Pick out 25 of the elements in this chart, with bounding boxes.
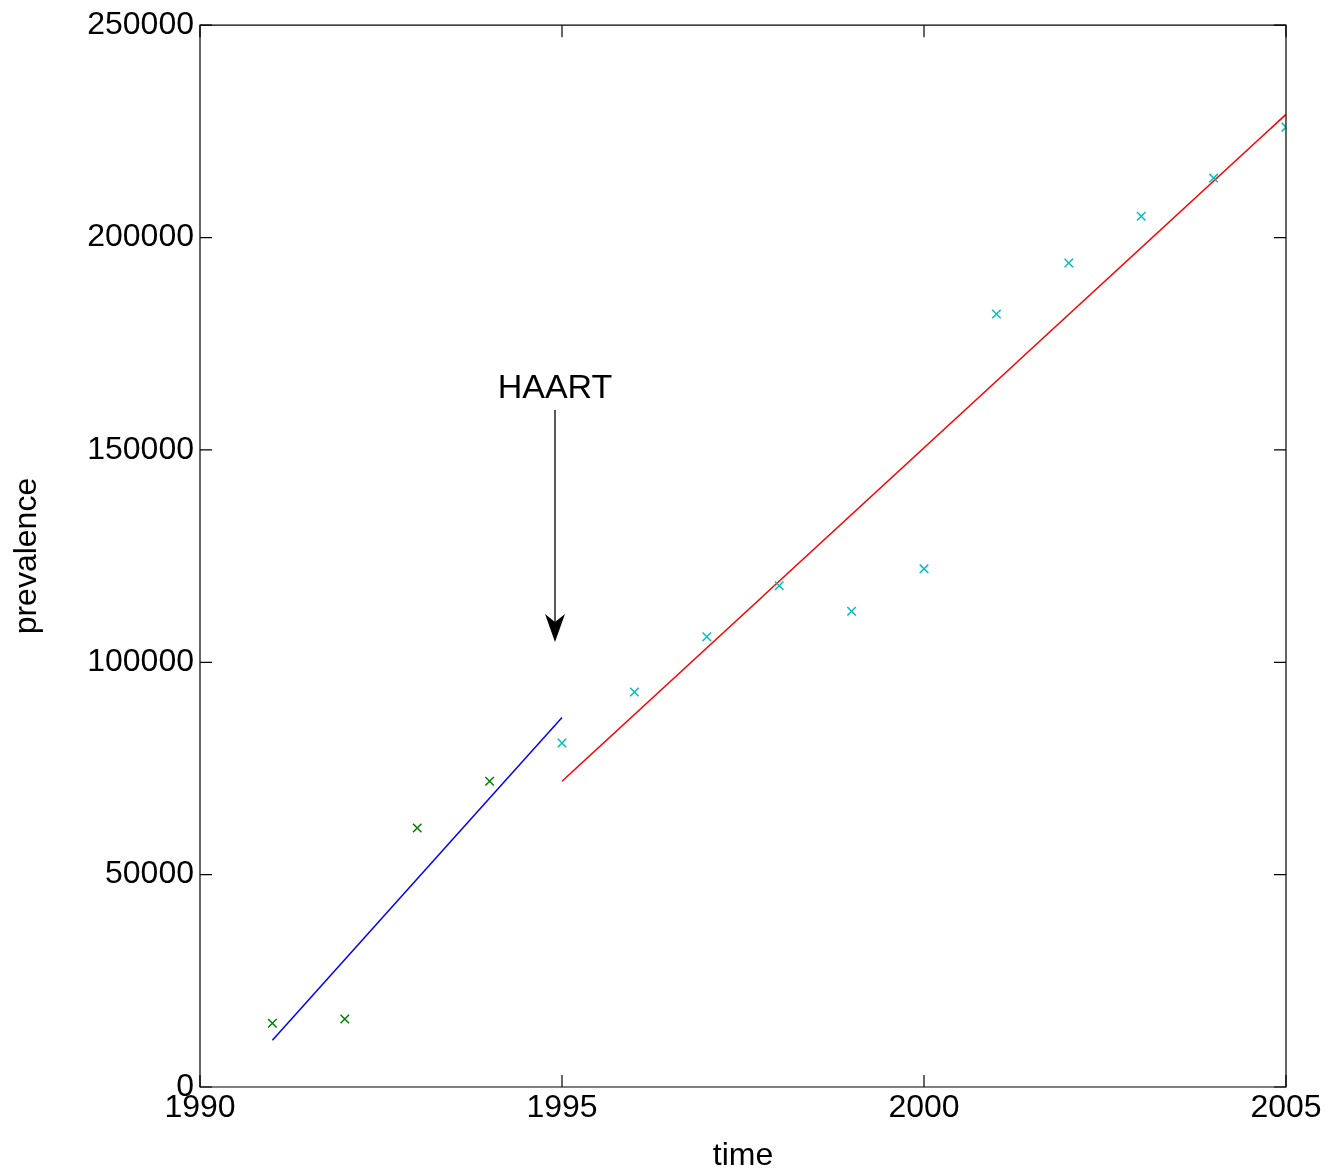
x-axis-title: time [712, 1135, 774, 1172]
point [701, 631, 712, 642]
x-tick-label: 1995 [526, 1088, 598, 1125]
point [1063, 258, 1074, 269]
x-tick-label: 2005 [1250, 1088, 1322, 1125]
y-tick-label: 150000 [87, 429, 194, 466]
point [557, 737, 567, 748]
annotation: HAART [496, 366, 614, 406]
y-tick-label: 200000 [87, 217, 194, 254]
y-tick-label: 50000 [105, 854, 194, 891]
point [629, 687, 640, 697]
point [1136, 211, 1147, 222]
point [1208, 173, 1219, 184]
point [484, 776, 495, 787]
point [846, 606, 857, 617]
point [774, 580, 785, 591]
point [267, 1018, 278, 1029]
point [991, 309, 1002, 319]
point [339, 1014, 350, 1025]
y-tick-label: 250000 [87, 5, 194, 42]
x-tick-label: 2000 [888, 1088, 960, 1125]
point [412, 822, 423, 833]
y-tick-label: 100000 [87, 642, 194, 679]
point [919, 563, 929, 574]
y-axis-title: prevalence [7, 477, 44, 635]
